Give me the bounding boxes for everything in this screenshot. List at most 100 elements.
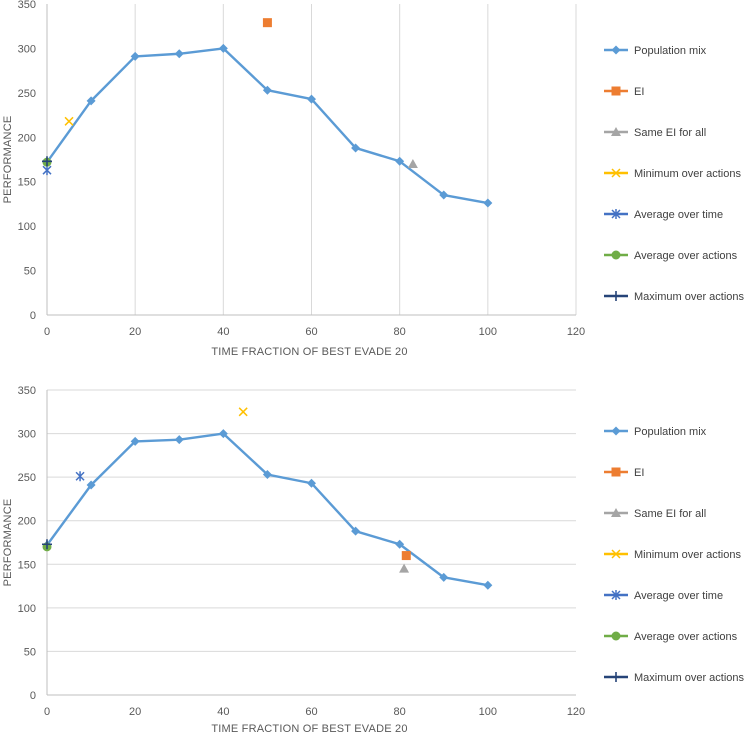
legend-marker-ei: [611, 467, 621, 477]
point-population-mix: [351, 143, 361, 153]
x-tick-label: 60: [305, 326, 317, 338]
legend-label-population-mix: Population mix: [634, 426, 707, 438]
legend-entry-average-over-actions: Average over actions: [604, 250, 738, 262]
point-minimum-over-actions: [238, 407, 248, 417]
y-tick-label: 250: [18, 472, 36, 484]
y-tick-label: 300: [18, 429, 36, 441]
point-population-mix: [395, 156, 405, 166]
legend-marker-population-mix: [611, 426, 621, 436]
x-tick-label: 0: [44, 326, 50, 338]
point-same-ei-for-all: [399, 563, 410, 573]
series-line-population-mix: [46, 47, 489, 205]
x-tick-label: 20: [129, 326, 141, 338]
x-tick-label: 0: [44, 706, 50, 718]
legend-entry-minimum-over-actions: Minimum over actions: [604, 168, 741, 180]
point-minimum-over-actions: [64, 116, 74, 126]
point-same-ei-for-all: [407, 158, 418, 168]
legend-entry-population-mix: Population mix: [604, 426, 707, 438]
y-tick-label: 150: [18, 177, 36, 189]
y-axis-title: PERFORMANCE: [2, 116, 14, 204]
x-axis-title: TIME FRACTION OF BEST EVADE 20: [211, 346, 407, 358]
y-tick-label: 50: [24, 266, 36, 278]
y-tick-label: 350: [18, 0, 36, 11]
point-ei: [401, 551, 411, 561]
legend-marker-average-over-time: [611, 209, 621, 219]
legend-entry-maximum-over-actions: Maximum over actions: [604, 291, 745, 303]
legend-label-average-over-time: Average over time: [634, 209, 723, 221]
legend-entry-maximum-over-actions: Maximum over actions: [604, 672, 745, 684]
point-population-mix: [483, 198, 493, 208]
x-tick-label: 100: [479, 326, 497, 338]
point-population-mix: [174, 435, 184, 445]
legend-marker-same-ei-for-all: [611, 508, 621, 517]
point-population-mix: [130, 51, 140, 61]
legend-label-minimum-over-actions: Minimum over actions: [634, 168, 741, 180]
legend-marker-minimum-over-actions: [611, 168, 621, 178]
legend-entry-population-mix: Population mix: [604, 45, 707, 57]
chart-1: 0 20 40 60 80 100 120 0 50 100 150 200 250 300 350 TIME…: [2, 0, 745, 358]
chart-2: 0 20 40 60 80 100 120 0 50 100 150 200 250 300 350 TIME…: [2, 385, 745, 735]
legend-label-ei: EI: [634, 86, 644, 98]
point-average-over-time: [75, 471, 85, 482]
legend-marker-maximum-over-actions: [611, 291, 621, 301]
point-population-mix: [86, 480, 96, 490]
legend-label-ei: EI: [634, 467, 644, 479]
legend-entry-ei: EI: [604, 86, 644, 98]
legend-marker-population-mix: [611, 45, 621, 55]
y-tick-label: 0: [30, 310, 36, 322]
x-tick-label: 80: [394, 326, 406, 338]
legend-entry-minimum-over-actions: Minimum over actions: [604, 549, 741, 561]
legend-entry-average-over-actions: Average over actions: [604, 631, 738, 643]
legend-label-same-ei-for-all: Same EI for all: [634, 508, 706, 520]
point-population-mix: [307, 478, 316, 488]
y-axis-title: PERFORMANCE: [2, 499, 14, 587]
legend-entry-average-over-time: Average over time: [604, 209, 723, 221]
point-ei: [262, 18, 272, 28]
x-tick-label: 60: [305, 706, 317, 718]
point-population-mix: [395, 539, 405, 549]
legend-marker-average-over-actions: [611, 631, 621, 641]
legend-marker-average-over-actions: [611, 250, 621, 260]
point-population-mix: [218, 43, 228, 53]
point-population-mix: [130, 436, 140, 446]
y-tick-label: 200: [18, 132, 36, 144]
point-population-mix: [483, 580, 493, 590]
x-tick-label: 120: [567, 706, 585, 718]
y-tick-label: 150: [18, 559, 36, 571]
x-tick-label: 40: [217, 706, 229, 718]
point-population-mix: [262, 85, 272, 95]
y-tick-label: 200: [18, 516, 36, 528]
legend-label-same-ei-for-all: Same EI for all: [634, 127, 706, 139]
legend-entry-ei: EI: [604, 467, 644, 479]
x-tick-label: 100: [479, 706, 497, 718]
series-line-population-mix: [46, 432, 489, 587]
legend-label-maximum-over-actions: Maximum over actions: [634, 672, 745, 684]
y-tick-label: 100: [18, 221, 36, 233]
point-population-mix: [174, 49, 184, 59]
legend-marker-maximum-over-actions: [611, 672, 621, 682]
point-population-mix: [307, 94, 316, 104]
x-tick-label: 20: [129, 706, 141, 718]
legend-marker-same-ei-for-all: [611, 127, 621, 136]
point-average-over-time: [42, 165, 52, 176]
x-tick-label: 80: [394, 706, 406, 718]
legend-label-minimum-over-actions: Minimum over actions: [634, 549, 741, 561]
legend-entry-same-ei-for-all: Same EI for all: [604, 508, 706, 520]
legend-marker-average-over-time: [611, 590, 621, 600]
y-tick-label: 0: [30, 690, 36, 702]
x-axis-title: TIME FRACTION OF BEST EVADE 20: [211, 723, 407, 735]
point-population-mix: [262, 470, 272, 480]
x-tick-label: 120: [567, 326, 585, 338]
point-maximum-over-actions: [42, 156, 52, 167]
legend-marker-ei: [611, 86, 621, 96]
y-tick-label: 100: [18, 603, 36, 615]
y-tick-label: 250: [18, 88, 36, 100]
legend-entry-average-over-time: Average over time: [604, 590, 723, 602]
point-population-mix: [439, 190, 449, 200]
y-tick-label: 350: [18, 385, 36, 397]
legend-label-maximum-over-actions: Maximum over actions: [634, 291, 745, 303]
point-maximum-over-actions: [42, 539, 52, 550]
legend-label-population-mix: Population mix: [634, 45, 707, 57]
point-population-mix: [351, 526, 361, 536]
